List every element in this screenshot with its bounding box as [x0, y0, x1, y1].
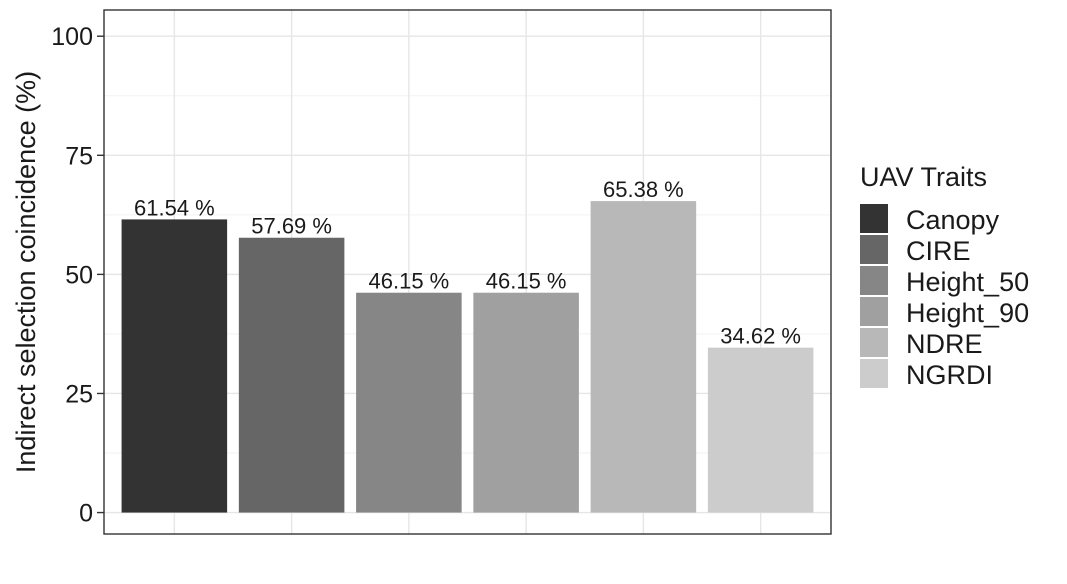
y-tick-label: 25: [65, 380, 93, 408]
legend-label: Height_90: [906, 298, 1029, 328]
legend-label: NGRDI: [906, 360, 993, 390]
y-tick-label: 75: [65, 142, 93, 170]
bar-ndre: [590, 201, 697, 513]
data-label: 46.15 %: [486, 269, 567, 294]
bar-height-50: [356, 292, 462, 513]
legend-key: [860, 359, 888, 388]
legend-title: UAV Traits: [860, 162, 987, 192]
legend: UAV Traits CanopyCIREHeight_50Height_90N…: [860, 162, 1029, 390]
y-tick-label: 0: [79, 500, 93, 528]
bar-ngrdi: [707, 347, 814, 513]
data-label: 46.15 %: [369, 269, 450, 294]
legend-key: [860, 297, 888, 326]
data-label: 57.69 %: [251, 214, 332, 239]
bar-canopy: [121, 219, 228, 513]
legend-label: NDRE: [906, 329, 983, 359]
data-label: 34.62 %: [720, 324, 801, 349]
legend-label: CIRE: [906, 236, 971, 266]
y-axis-title: Indirect selection coincidence (%): [11, 71, 41, 473]
plot-panel-border: [103, 9, 832, 535]
y-tick-label: 50: [65, 261, 93, 289]
legend-label: Canopy: [906, 205, 1000, 235]
legend-key: [860, 235, 888, 264]
bar-height-90: [473, 292, 579, 513]
legend-key: [860, 266, 888, 295]
data-label: 61.54 %: [134, 195, 215, 220]
data-labels: 61.54 % 57.69 % 46.15 % 46.15 % 65.38 % 34.62…: [134, 177, 801, 349]
y-tick-label: 100: [51, 23, 93, 51]
bar-cire: [238, 237, 345, 513]
bars: [121, 201, 814, 513]
legend-key: [860, 328, 888, 357]
legend-key: [860, 204, 888, 233]
data-label: 65.38 %: [603, 177, 684, 202]
legend-label: Height_50: [906, 267, 1029, 297]
y-axis: 0 25 50 75 100: [51, 23, 104, 528]
